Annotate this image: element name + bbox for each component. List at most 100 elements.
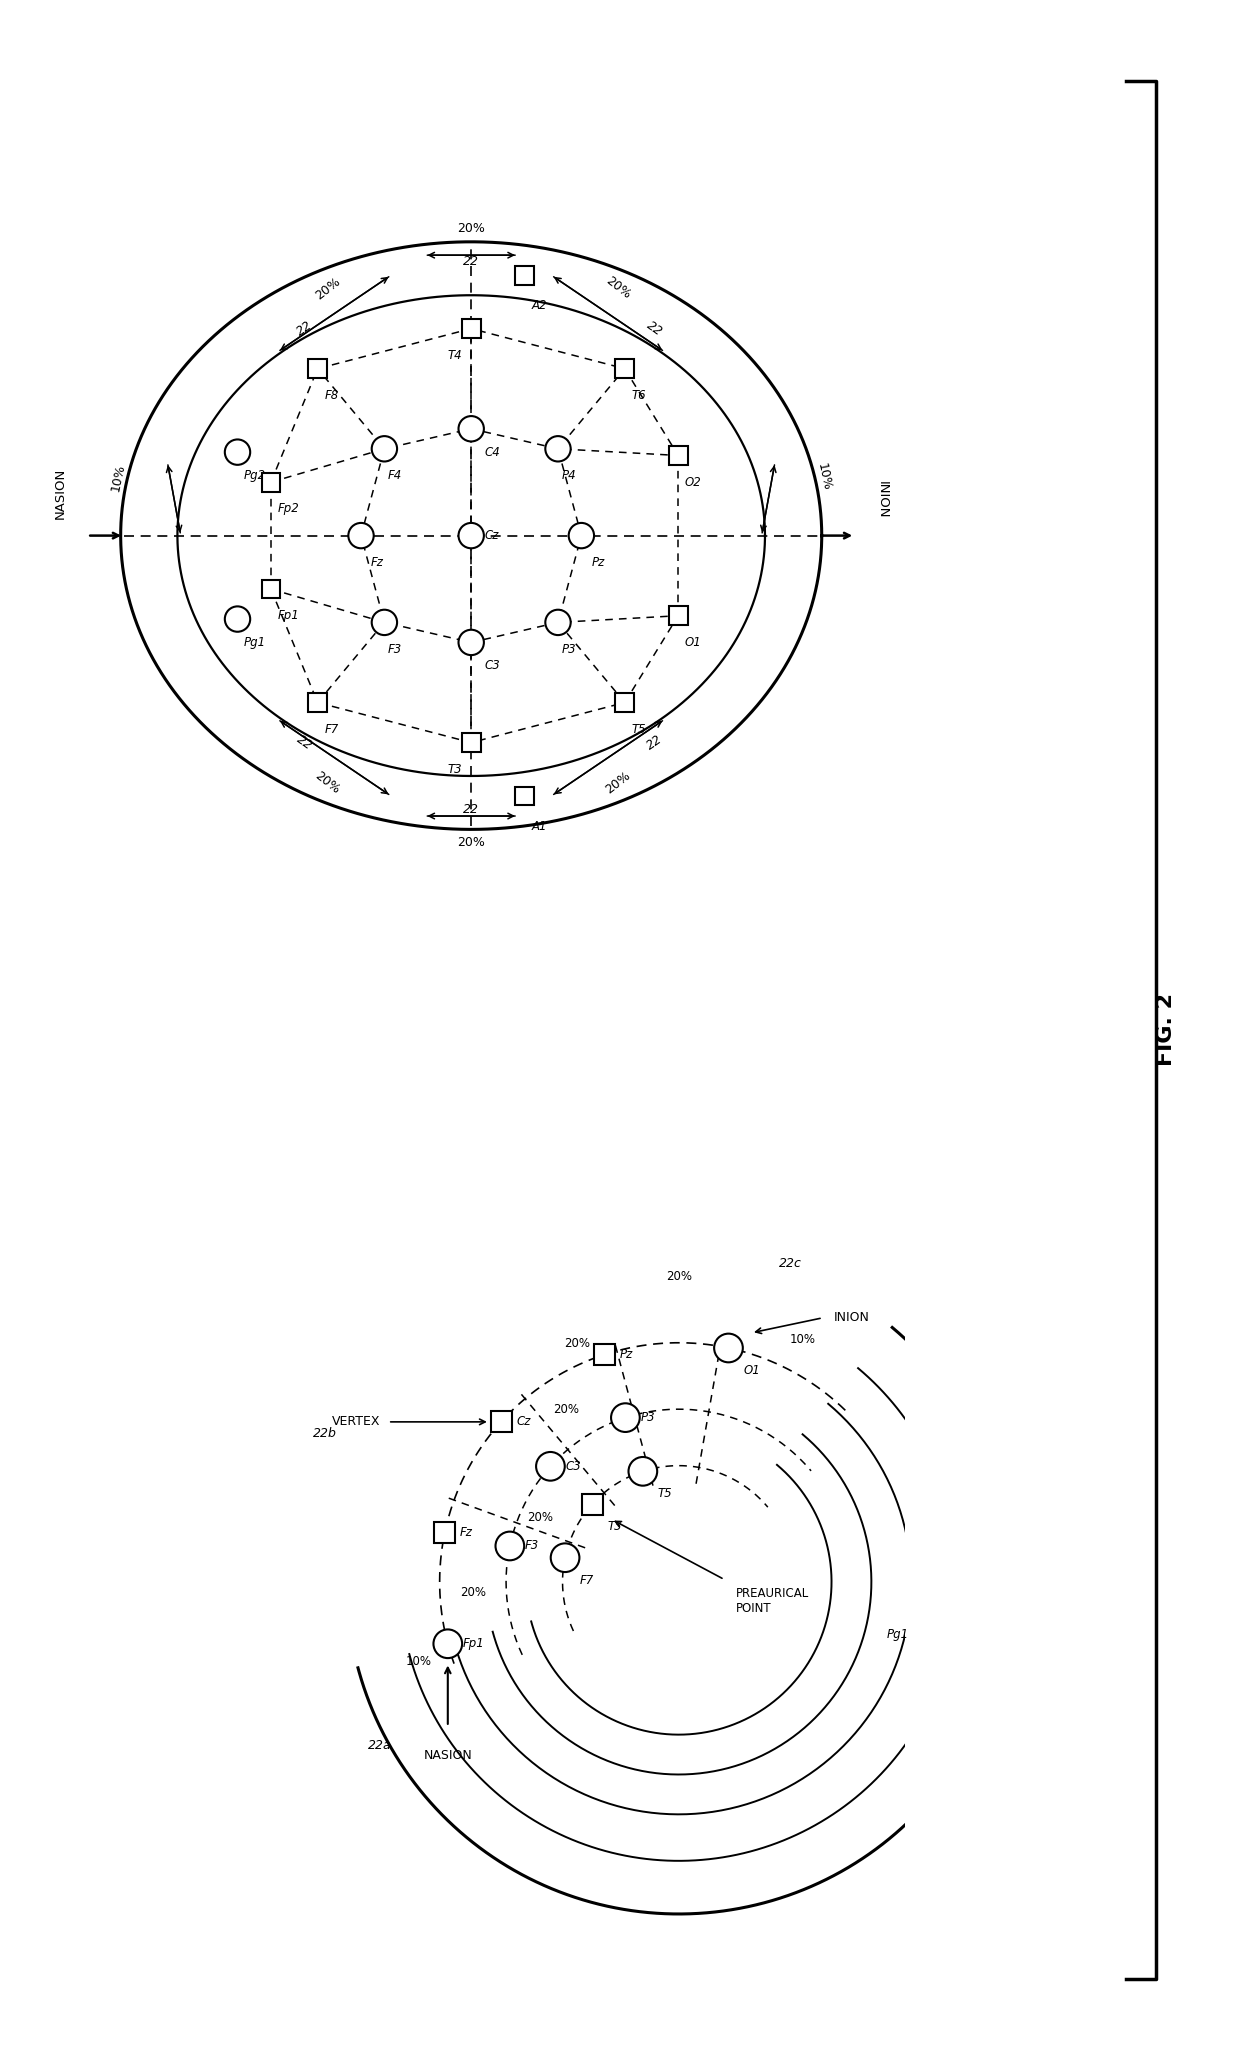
Text: Fz: Fz: [371, 556, 384, 569]
Text: 20%: 20%: [553, 1403, 579, 1415]
Text: 20%: 20%: [603, 274, 634, 303]
Text: O1: O1: [744, 1364, 760, 1378]
Text: INION: INION: [875, 482, 889, 519]
Text: A1: A1: [531, 820, 547, 832]
Text: 20%: 20%: [312, 274, 342, 303]
Text: Pg2: Pg2: [244, 470, 267, 482]
Text: F4: F4: [388, 470, 402, 482]
Circle shape: [714, 1333, 743, 1362]
Text: Pz: Pz: [620, 1347, 634, 1362]
Bar: [615, 358, 634, 379]
Text: A2: A2: [531, 299, 547, 311]
Text: O1: O1: [684, 637, 702, 649]
Text: PREAURICAL
POINT: PREAURICAL POINT: [735, 1586, 808, 1615]
Bar: [615, 692, 634, 713]
Bar: [461, 319, 481, 338]
Text: 20%: 20%: [564, 1337, 590, 1349]
Circle shape: [569, 523, 594, 548]
Circle shape: [459, 523, 484, 548]
Text: Fz: Fz: [460, 1526, 472, 1539]
Text: T5: T5: [658, 1487, 672, 1500]
Circle shape: [459, 630, 484, 655]
Text: Fp2: Fp2: [278, 503, 299, 515]
Circle shape: [546, 437, 570, 461]
Bar: [434, 1522, 455, 1543]
Text: Cz: Cz: [516, 1415, 531, 1428]
Text: C4: C4: [485, 445, 500, 459]
Text: 20%: 20%: [527, 1510, 553, 1524]
Bar: [309, 692, 327, 713]
Bar: [262, 579, 280, 597]
Circle shape: [348, 523, 373, 548]
Text: Cz: Cz: [485, 529, 498, 542]
Bar: [262, 474, 280, 492]
Text: F7: F7: [580, 1574, 594, 1586]
Text: F8: F8: [325, 389, 339, 402]
Text: F3: F3: [388, 643, 402, 655]
Bar: [516, 266, 534, 284]
Bar: [309, 358, 327, 379]
Circle shape: [536, 1452, 564, 1481]
Text: 22b: 22b: [312, 1428, 337, 1440]
Text: 10%: 10%: [109, 461, 128, 492]
Text: FIG. 2: FIG. 2: [1156, 993, 1176, 1067]
Text: 20%: 20%: [458, 836, 485, 849]
Circle shape: [496, 1533, 525, 1559]
Text: 22a: 22a: [368, 1739, 392, 1753]
Text: 20%: 20%: [460, 1586, 486, 1599]
Bar: [516, 787, 534, 805]
Text: 20%: 20%: [312, 768, 342, 797]
Text: 22: 22: [645, 319, 665, 338]
Text: NASION: NASION: [423, 1749, 472, 1763]
Text: C3: C3: [485, 659, 500, 672]
Bar: [668, 447, 687, 466]
Bar: [582, 1494, 603, 1514]
Bar: [491, 1411, 512, 1432]
Text: 22: 22: [294, 733, 315, 752]
Circle shape: [224, 606, 250, 632]
Circle shape: [224, 439, 250, 466]
Circle shape: [551, 1543, 579, 1572]
Text: 20%: 20%: [603, 768, 634, 797]
Circle shape: [629, 1456, 657, 1485]
Circle shape: [546, 610, 570, 634]
Text: T6: T6: [631, 389, 646, 402]
Text: 22: 22: [294, 319, 315, 338]
Text: 10%: 10%: [790, 1333, 816, 1345]
Text: P4: P4: [562, 470, 575, 482]
Text: 22: 22: [464, 255, 479, 268]
Bar: [594, 1343, 615, 1366]
Text: Pg1: Pg1: [244, 637, 267, 649]
Text: Fp1: Fp1: [463, 1638, 485, 1650]
Text: Fp1: Fp1: [278, 610, 299, 622]
Text: P3: P3: [641, 1411, 655, 1423]
Circle shape: [611, 1403, 640, 1432]
Bar: [461, 733, 481, 752]
Text: Pg1: Pg1: [887, 1629, 909, 1642]
Text: VERTEX: VERTEX: [332, 1415, 381, 1428]
Text: O2: O2: [684, 476, 702, 488]
Text: F3: F3: [525, 1539, 539, 1553]
Text: 10%: 10%: [815, 461, 833, 492]
Text: T3: T3: [448, 762, 463, 777]
Text: 22c: 22c: [779, 1257, 801, 1271]
Text: Pz: Pz: [591, 556, 605, 569]
Text: INION: INION: [835, 1312, 870, 1325]
Text: T4: T4: [448, 348, 463, 363]
Text: 20%: 20%: [666, 1269, 692, 1283]
Circle shape: [372, 437, 397, 461]
Circle shape: [372, 610, 397, 634]
Text: 20%: 20%: [458, 222, 485, 235]
Text: T3: T3: [608, 1520, 622, 1533]
Text: T5: T5: [631, 723, 646, 735]
Bar: [668, 606, 687, 624]
Text: 22: 22: [464, 803, 479, 816]
Text: P3: P3: [562, 643, 575, 655]
Text: 10%: 10%: [405, 1654, 432, 1669]
Text: 22: 22: [645, 733, 665, 752]
Text: NASION: NASION: [53, 468, 67, 519]
Text: C3: C3: [565, 1461, 582, 1473]
Circle shape: [434, 1629, 463, 1658]
Circle shape: [459, 416, 484, 441]
Text: F7: F7: [325, 723, 339, 735]
